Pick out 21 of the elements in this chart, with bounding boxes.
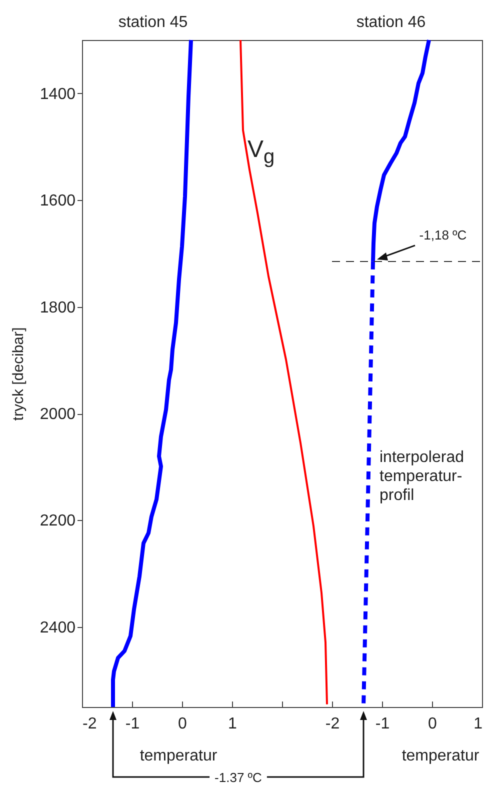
y-tick-label: 1400 <box>40 86 76 103</box>
x-tick-label: -2 <box>82 716 97 732</box>
y-tick-label: 2000 <box>40 406 76 424</box>
x-tick-label: -1 <box>125 716 140 732</box>
line-series <box>240 39 328 706</box>
series-label: V$_{g}$ <box>248 136 275 168</box>
y-tick-label: 1600 <box>40 192 76 210</box>
x-axis-title: temperatur <box>140 748 218 764</box>
series-label: station 45 <box>118 14 188 31</box>
y-tick-label: 1800 <box>40 299 76 316</box>
x2-axis-title: temperatur <box>402 748 480 764</box>
y-tick-label: 2400 <box>40 619 76 636</box>
y-tick-label: 2200 <box>40 512 76 530</box>
y-axis-title: tryck [decibar] <box>10 327 27 421</box>
text: -1.37 ºC <box>214 770 262 785</box>
x-tick-label: 1 <box>228 716 238 732</box>
x-tick-label: 0 <box>178 716 188 732</box>
line-series <box>111 38 193 709</box>
annotation: -1,18 ºC <box>419 227 467 242</box>
series-label: interpolerad temperatur-profil <box>380 449 464 504</box>
series-label: station 46 <box>356 14 426 31</box>
